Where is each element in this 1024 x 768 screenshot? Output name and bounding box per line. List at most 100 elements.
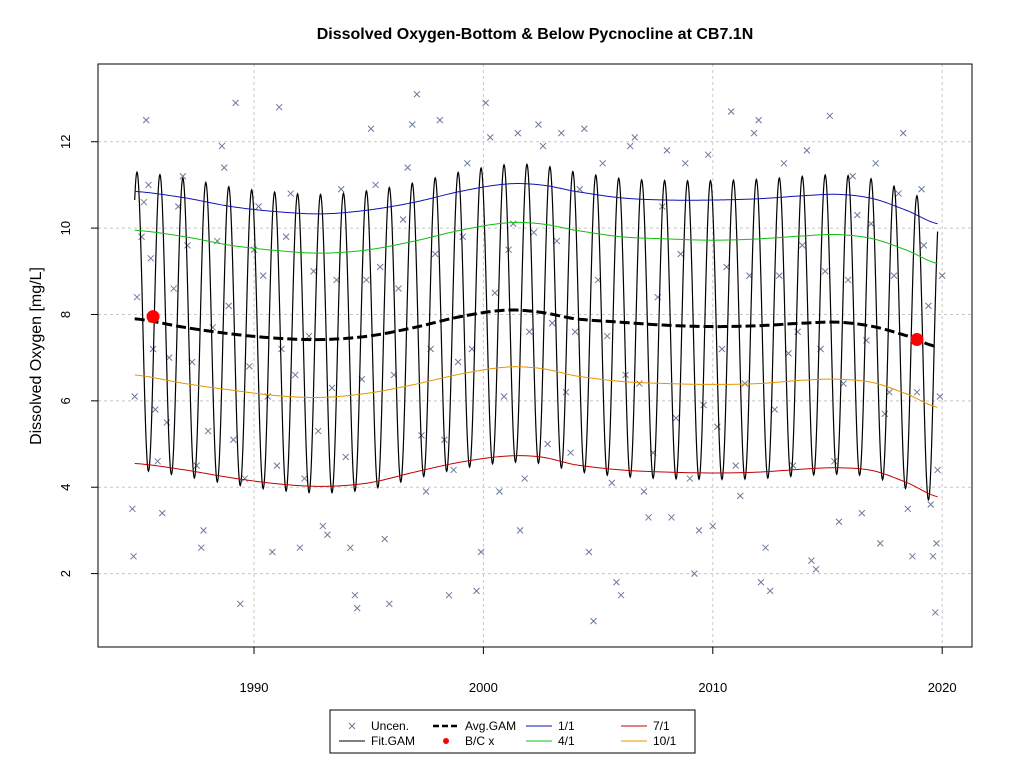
uncen-point	[553, 237, 561, 245]
uncen-point	[794, 328, 802, 336]
grid	[98, 64, 972, 647]
uncen-point	[677, 250, 685, 258]
legend-item: 7/1	[621, 719, 670, 733]
uncen-point	[539, 142, 547, 150]
uncen-point	[131, 393, 139, 400]
uncen-point	[278, 345, 285, 353]
legend-swatch	[348, 722, 356, 730]
uncen-point	[204, 427, 212, 435]
uncen-point	[463, 159, 471, 167]
y-axis: 2 4 6 8 10 12	[58, 134, 98, 577]
uncen-point	[147, 254, 155, 262]
uncen-point	[268, 548, 276, 556]
uncen-point	[831, 457, 838, 465]
uncen-point	[585, 548, 593, 556]
uncen-point	[771, 406, 779, 413]
uncen-point	[145, 181, 152, 189]
uncen-point	[812, 565, 820, 573]
uncen-point	[844, 276, 852, 284]
uncen-point	[835, 518, 843, 526]
legend-item: B/C x	[443, 734, 494, 748]
uncen-point	[241, 475, 249, 482]
uncen-point	[691, 570, 698, 577]
uncen-point	[920, 242, 928, 249]
legend-label: 1/1	[558, 719, 575, 733]
uncen-point	[399, 216, 407, 223]
uncen-point	[454, 358, 462, 366]
uncen-point	[154, 457, 161, 465]
uncen-point	[514, 129, 522, 137]
avg-gam-line	[134, 308, 938, 349]
uncen-point	[617, 591, 625, 599]
uncen-point	[200, 527, 207, 534]
legend-item: 1/1	[526, 719, 575, 733]
y-tick-label: 6	[58, 397, 73, 404]
uncen-point	[613, 578, 620, 586]
uncen-point	[273, 462, 281, 469]
uncen-point	[287, 190, 295, 197]
uncen-point	[775, 272, 783, 279]
uncen-point	[580, 125, 588, 133]
uncen-point	[500, 393, 508, 400]
y-axis-label: Dissolved Oxygen [mg/L]	[28, 267, 45, 445]
uncen-point	[927, 501, 935, 508]
uncen-point	[736, 492, 744, 500]
uncen-point	[509, 220, 517, 228]
uncen-point	[933, 540, 940, 547]
uncen-point	[367, 125, 375, 133]
uncen-point	[929, 552, 937, 560]
legend-item: Uncen.	[348, 719, 409, 733]
uncen-point	[197, 544, 205, 552]
uncen-point	[821, 267, 829, 275]
uncen-point	[328, 384, 336, 392]
uncen-point	[140, 198, 148, 206]
y-tick-label: 4	[58, 484, 73, 491]
uncen-point	[895, 190, 902, 197]
uncen-point	[535, 121, 542, 128]
uncen-point	[296, 544, 304, 552]
uncen-point	[876, 540, 884, 547]
x-axis: 1990 2000 2010 2020	[240, 647, 957, 695]
uncen-point	[346, 544, 354, 552]
uncen-point	[516, 527, 524, 534]
uncen-point	[700, 401, 707, 409]
uncen-point	[576, 185, 584, 193]
uncen-point	[608, 479, 616, 487]
uncen-point	[849, 172, 857, 180]
x-tick-label: 2010	[698, 680, 727, 695]
uncen-point	[695, 527, 703, 534]
percentile-lines	[134, 183, 938, 498]
uncen-point	[750, 129, 758, 137]
uncen-point	[353, 604, 361, 612]
uncen-point	[567, 449, 574, 457]
bc-points	[146, 310, 924, 347]
uncen-point	[872, 159, 880, 167]
legend-swatch	[443, 738, 449, 744]
uncen-point	[413, 90, 421, 98]
uncen-point	[436, 116, 444, 124]
uncen-point	[255, 203, 262, 210]
uncen-point	[179, 172, 187, 180]
x-tick-label: 2020	[928, 680, 957, 695]
legend: Uncen. Avg.GAM 1/1 7/1 Fit.GAM B/C x 4/1 10/1	[329, 709, 696, 754]
uncen-point	[686, 475, 694, 482]
uncen-point	[275, 103, 283, 111]
y-tick-label: 10	[58, 221, 73, 235]
line-7-1	[134, 455, 938, 498]
uncen-point	[826, 112, 834, 120]
uncen-point	[936, 393, 944, 400]
uncen-point	[491, 289, 499, 297]
legend-label: 4/1	[558, 734, 575, 748]
uncen-point	[525, 328, 533, 336]
uncen-point	[319, 522, 327, 530]
uncen-point	[938, 272, 946, 279]
uncen-point	[681, 159, 689, 167]
uncen-point	[220, 164, 228, 171]
uncen-point	[626, 142, 634, 150]
line-1-1	[134, 183, 938, 225]
uncen-point	[138, 233, 145, 241]
uncen-point	[766, 587, 774, 595]
uncen-point	[803, 147, 811, 154]
uncen-point	[599, 159, 607, 167]
legend-label: B/C x	[465, 734, 494, 748]
